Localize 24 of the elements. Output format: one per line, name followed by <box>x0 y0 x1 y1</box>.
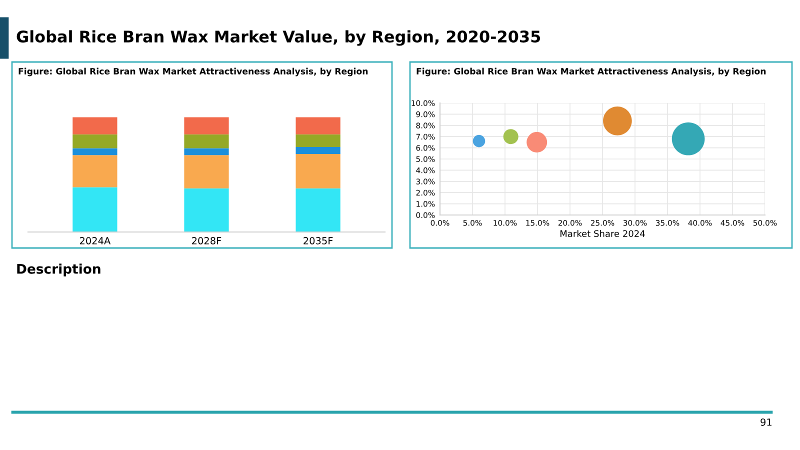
bar <box>72 187 118 232</box>
text: 91 <box>760 418 772 426</box>
chart-title: Figure: Global Rice Bran Wax Market Attractiveness Analysis, by Region <box>18 68 368 76</box>
bar <box>184 188 229 232</box>
x-tick-label: 2028F <box>192 237 222 244</box>
bar <box>72 117 118 134</box>
chart-title: Figure: Global Rice Bran Wax Market Attractiveness Analysis, by Region <box>416 68 766 76</box>
text: Global Rice Bran Wax Market Value, by Region, 2020-2035 <box>16 30 540 46</box>
bar <box>72 148 118 156</box>
x-tick-label: 2035F <box>304 237 333 244</box>
bar <box>296 147 340 154</box>
bar <box>72 134 118 148</box>
bar <box>296 134 340 148</box>
x-tick-label: 2024A <box>80 237 111 244</box>
text: Description <box>17 264 100 276</box>
bar <box>184 117 229 134</box>
bar <box>184 134 229 148</box>
bar <box>184 155 229 188</box>
bar <box>296 154 340 188</box>
x-axis-title: Market Share 2024 <box>560 230 645 238</box>
bar <box>296 117 340 134</box>
bar <box>184 148 229 156</box>
bar <box>296 188 340 232</box>
bar <box>72 155 118 188</box>
